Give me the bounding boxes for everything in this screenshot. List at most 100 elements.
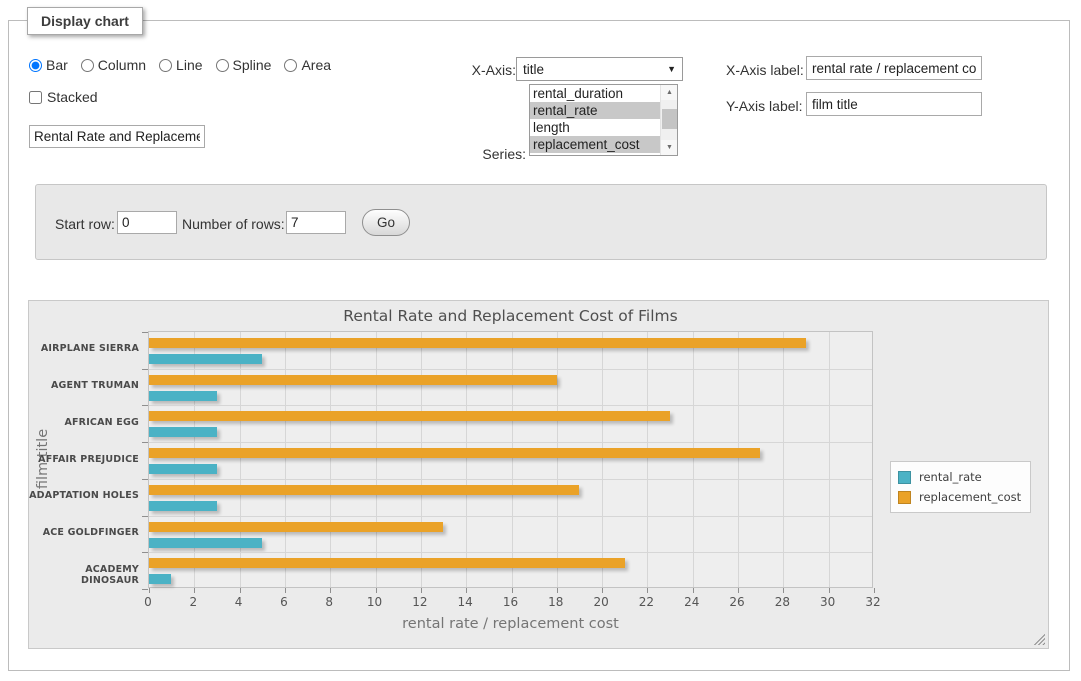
x-axis-label-label: X-Axis label: [726, 62, 804, 78]
y-tick-label: AIRPLANE SIERRA [29, 343, 139, 354]
x-tick-label: 22 [630, 595, 662, 609]
y-tick-label: AFRICAN EGG [29, 417, 139, 428]
x-tick-label: 6 [268, 595, 300, 609]
x-tick-label: 20 [585, 595, 617, 609]
series-listbox[interactable]: rental_durationrental_ratelengthreplacem… [529, 84, 678, 156]
x-tick-mark [466, 588, 467, 593]
radio-bar[interactable] [29, 59, 42, 72]
chart-type-option-line[interactable]: Line [159, 57, 202, 73]
resize-grip-icon[interactable] [1033, 633, 1045, 645]
x-axis-select[interactable]: title ▼ [516, 57, 683, 81]
number-of-rows-label: Number of rows: [182, 216, 285, 232]
chart-type-option-bar[interactable]: Bar [29, 57, 68, 73]
scroll-down-icon[interactable]: ▼ [661, 140, 678, 155]
x-axis-select-label: X-Axis: [406, 62, 516, 78]
legend-swatch-replacement_cost [898, 491, 911, 504]
bar-rental_rate [149, 427, 217, 437]
chart-type-option-spline[interactable]: Spline [216, 57, 272, 73]
start-row-input[interactable] [117, 211, 177, 234]
stacked-row: Stacked [29, 89, 98, 105]
y-tick-label: ACADEMY DINOSAUR [29, 564, 139, 586]
y-tick-mark [142, 442, 148, 443]
y-tick-mark [142, 332, 148, 333]
x-tick-mark [874, 588, 875, 593]
row-range-panel: Start row: Number of rows: Go [35, 184, 1047, 260]
x-tick-mark [783, 588, 784, 593]
bar-replacement_cost [149, 375, 557, 385]
radio-spline[interactable] [216, 59, 229, 72]
x-tick-label: 16 [495, 595, 527, 609]
x-tick-mark [194, 588, 195, 593]
y-tick-label: ACE GOLDFINGER [29, 527, 139, 538]
chart-type-label: Bar [46, 57, 68, 73]
x-tick-label: 24 [676, 595, 708, 609]
panel-title: Display chart [27, 7, 143, 35]
bar-replacement_cost [149, 522, 443, 532]
chart-type-option-column[interactable]: Column [81, 57, 146, 73]
x-tick-mark [330, 588, 331, 593]
x-axis-selected-value: title [523, 62, 544, 77]
bar-rental_rate [149, 354, 262, 364]
chart-legend: rental_ratereplacement_cost [890, 461, 1031, 513]
y-tick-mark [142, 516, 148, 517]
x-tick-label: 32 [857, 595, 889, 609]
x-axis-label-input[interactable] [806, 56, 982, 80]
display-chart-panel: Display chart BarColumnLineSplineArea St… [8, 20, 1070, 671]
x-tick-label: 12 [404, 595, 436, 609]
radio-line[interactable] [159, 59, 172, 72]
scroll-up-icon[interactable]: ▲ [661, 85, 678, 100]
bar-rental_rate [149, 574, 171, 584]
x-tick-label: 30 [812, 595, 844, 609]
series-option-length[interactable]: length [530, 119, 660, 136]
x-tick-label: 26 [721, 595, 753, 609]
chart-type-label: Line [176, 57, 202, 73]
chart-type-option-area[interactable]: Area [284, 57, 331, 73]
y-axis-label-input[interactable] [806, 92, 982, 116]
series-select-label: Series: [416, 146, 526, 162]
chart-title-input[interactable] [29, 125, 205, 148]
bar-replacement_cost [149, 411, 670, 421]
x-tick-label: 14 [449, 595, 481, 609]
stacked-label: Stacked [47, 89, 98, 105]
chart-container: Rental Rate and Replacement Cost of Film… [28, 300, 1049, 649]
y-tick-mark [142, 405, 148, 406]
legend-swatch-rental_rate [898, 471, 911, 484]
x-tick-label: 18 [540, 595, 572, 609]
y-tick-label: AGENT TRUMAN [29, 380, 139, 391]
go-button[interactable]: Go [362, 209, 410, 236]
bar-rental_rate [149, 538, 262, 548]
radio-column[interactable] [81, 59, 94, 72]
series-option-rental_duration[interactable]: rental_duration [530, 85, 660, 102]
x-tick-mark [240, 588, 241, 593]
y-tick-label: AFFAIR PREJUDICE [29, 454, 139, 465]
x-tick-label: 2 [177, 595, 209, 609]
bar-replacement_cost [149, 558, 625, 568]
legend-row: replacement_cost [898, 487, 1021, 507]
chart-type-label: Spline [233, 57, 272, 73]
x-tick-mark [602, 588, 603, 593]
y-tick-mark [142, 479, 148, 480]
x-tick-mark [149, 588, 150, 593]
number-of-rows-input[interactable] [286, 211, 346, 234]
bar-replacement_cost [149, 485, 579, 495]
y-tick-mark [142, 552, 148, 553]
stacked-checkbox[interactable] [29, 91, 42, 104]
series-options: rental_durationrental_ratelengthreplacem… [530, 85, 677, 153]
series-option-rental_rate[interactable]: rental_rate [530, 102, 660, 119]
x-tick-label: 10 [359, 595, 391, 609]
x-tick-mark [285, 588, 286, 593]
series-option-replacement_cost[interactable]: replacement_cost [530, 136, 660, 153]
x-tick-mark [693, 588, 694, 593]
radio-area[interactable] [284, 59, 297, 72]
y-tick-mark [142, 369, 148, 370]
series-scrollbar[interactable]: ▲ ▼ [660, 85, 677, 155]
bar-rental_rate [149, 501, 217, 511]
x-tick-mark [738, 588, 739, 593]
x-tick-mark [421, 588, 422, 593]
x-tick-mark [829, 588, 830, 593]
scrollbar-thumb[interactable] [662, 109, 677, 129]
y-axis-label-label: Y-Axis label: [726, 98, 803, 114]
x-tick-mark [647, 588, 648, 593]
chart-title: Rental Rate and Replacement Cost of Film… [148, 307, 873, 325]
legend-row: rental_rate [898, 467, 1021, 487]
